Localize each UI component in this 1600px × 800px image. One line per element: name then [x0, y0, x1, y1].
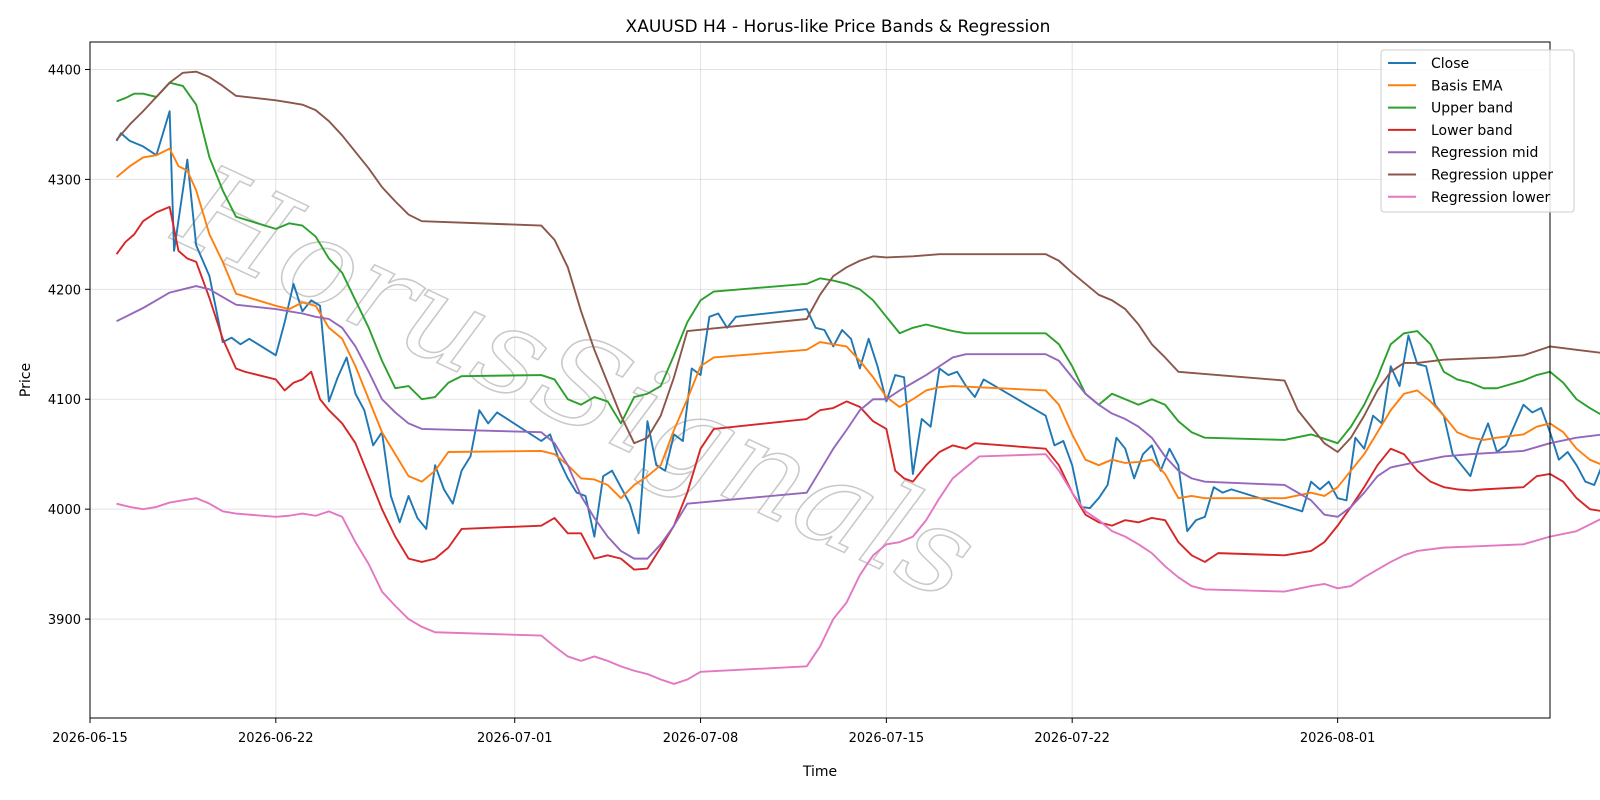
series-line-regression-upper — [115, 70, 1600, 453]
plot-frame — [89, 41, 1551, 719]
y-tick-label: 4000 — [48, 503, 81, 518]
x-tick-label: 2026-06-15 — [52, 731, 128, 746]
legend-box — [1380, 49, 1575, 213]
legend: Close Basis EMA Upper band Lower band Regres… — [1380, 49, 1575, 213]
plot-lines — [115, 70, 1600, 685]
legend-entry-label: Close — [1431, 56, 1469, 72]
legend-entry-label: Upper band — [1431, 101, 1513, 117]
legend-entry-label: Regression upper — [1431, 168, 1553, 184]
series-line-basis-ema — [115, 147, 1600, 500]
y-tick-label: 4200 — [48, 283, 81, 298]
legend-entry-label: Regression mid — [1431, 145, 1538, 161]
x-tick-label: 2026-07-08 — [663, 731, 739, 746]
y-axis-label: Price — [18, 363, 34, 397]
y-tick-label: 3900 — [48, 613, 81, 628]
y-tick-label: 4400 — [48, 63, 81, 78]
x-axis: 2026-06-15 2026-06-22 2026-07-01 2026-07-08… — [52, 718, 1375, 746]
plot-area — [90, 42, 1550, 718]
legend-entry-label: Basis EMA — [1431, 78, 1503, 94]
series-line-lower-band — [115, 205, 1600, 571]
chart-title: XAUUSD H4 - Horus-like Price Bands & Reg… — [626, 17, 1051, 37]
y-axis: 3900 4000 4100 4200 4300 4400 — [48, 63, 90, 628]
series-line-regression-mid — [116, 285, 1600, 560]
x-tick-label: 2026-07-15 — [849, 731, 925, 746]
y-tick-label: 4300 — [48, 173, 81, 188]
x-axis-label: Time — [802, 764, 837, 780]
x-tick-label: 2026-07-01 — [477, 731, 553, 746]
grid — [89, 42, 1550, 718]
x-tick-label: 2026-07-22 — [1034, 731, 1110, 746]
series-line-regression-lower — [116, 453, 1600, 685]
legend-entry-label: Lower band — [1431, 123, 1513, 139]
y-tick-label: 4100 — [48, 393, 81, 408]
x-tick-label: 2026-08-01 — [1300, 731, 1376, 746]
series-line-close — [115, 110, 1600, 538]
series-line-upper-band — [116, 81, 1600, 445]
legend-entry-label: Regression lower — [1431, 190, 1551, 206]
x-tick-label: 2026-06-22 — [238, 731, 314, 746]
